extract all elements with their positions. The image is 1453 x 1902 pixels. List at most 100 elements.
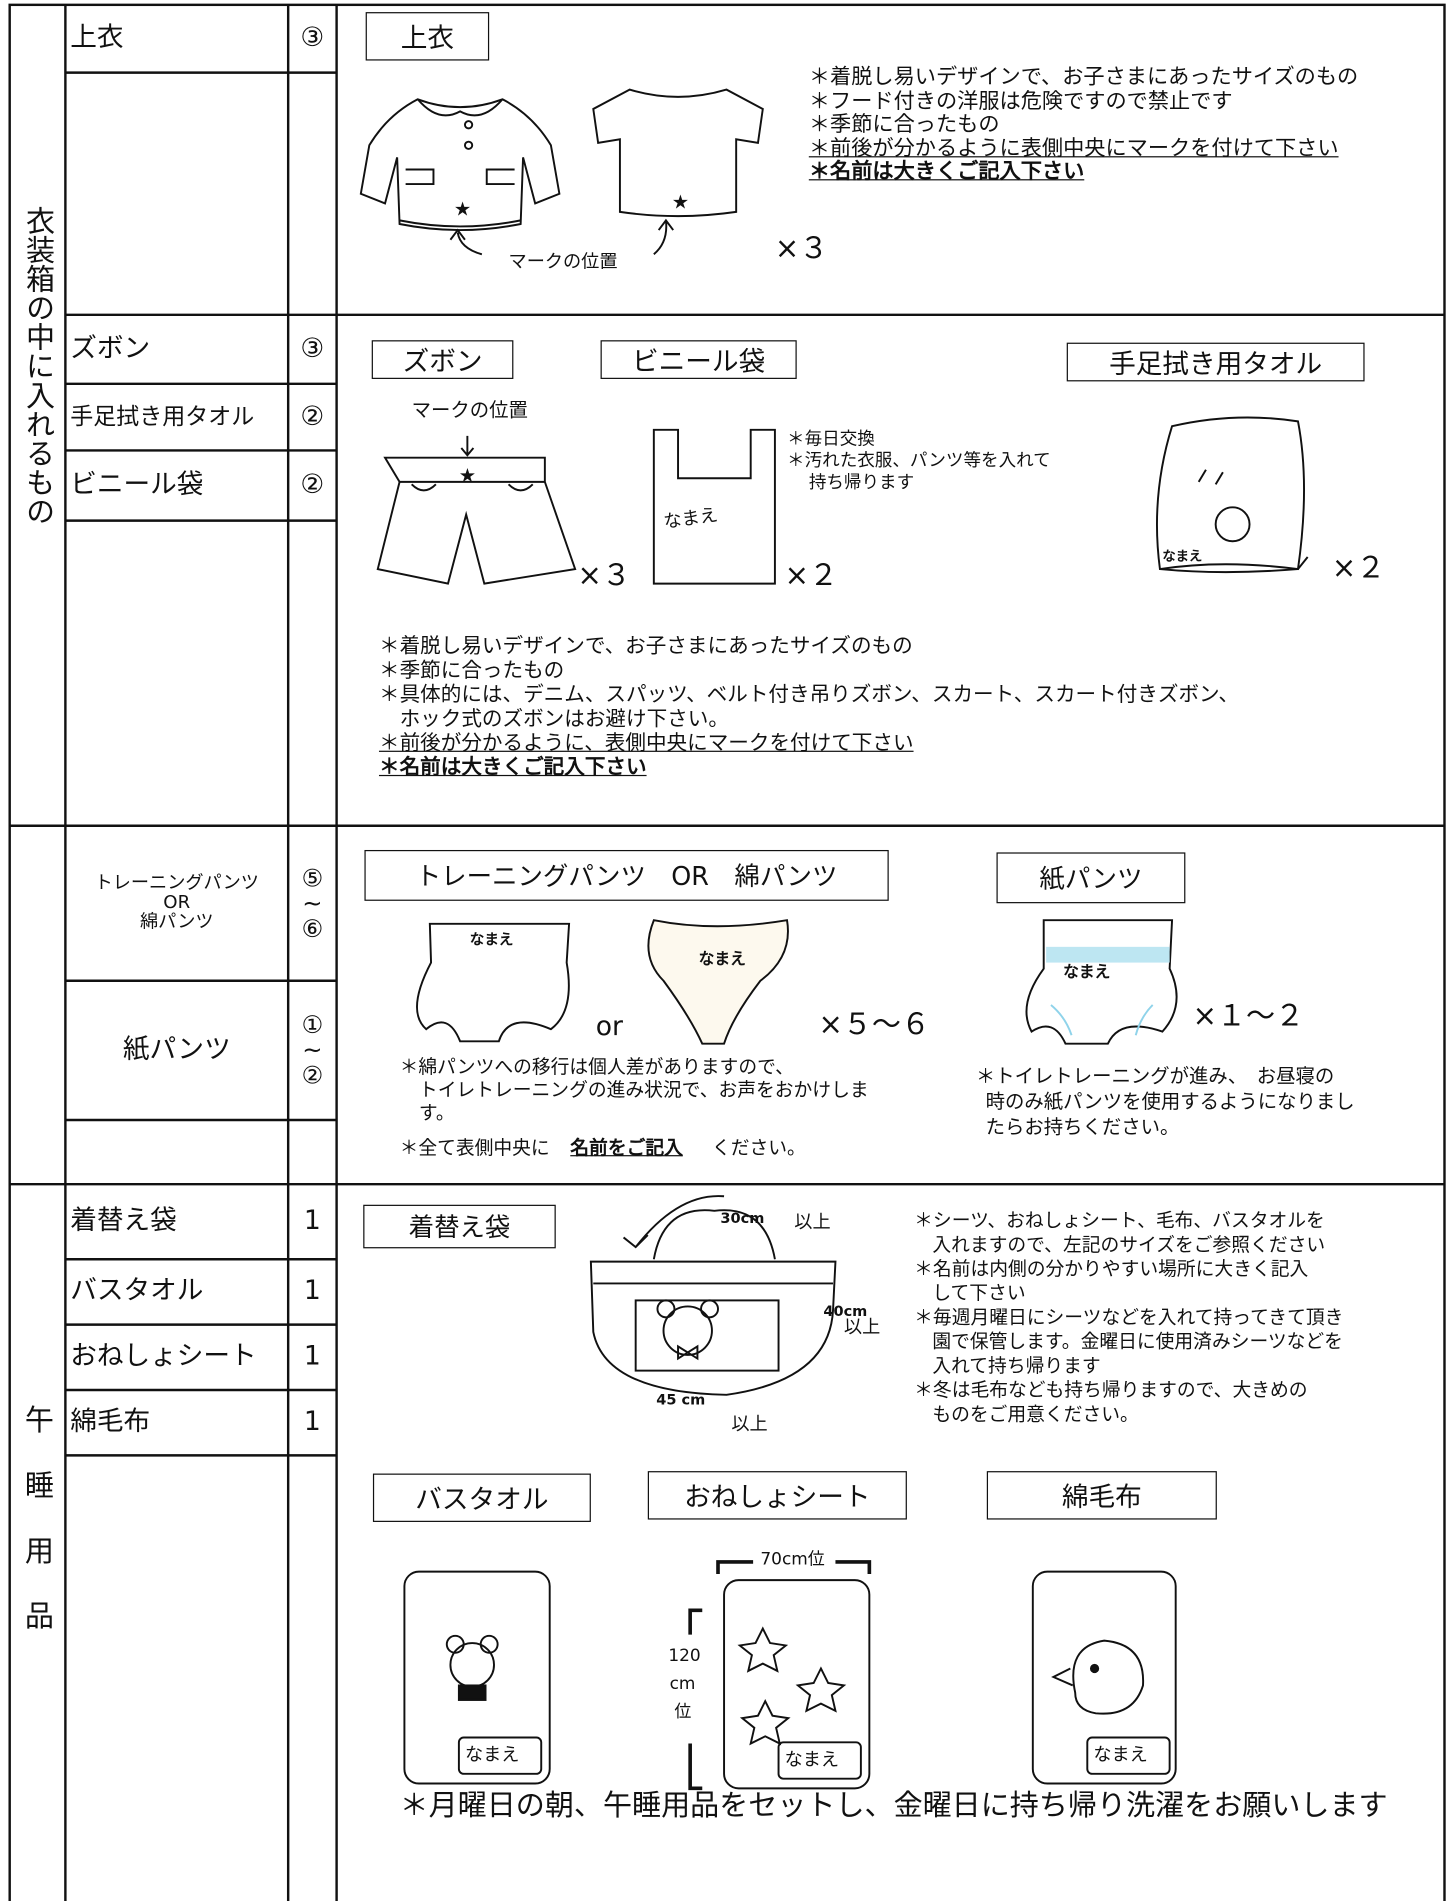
illustration [737, 1626, 789, 1673]
illustration [652, 1209, 776, 1260]
item-name: トレーニングパンツ OR 綿パンツ [65, 826, 288, 981]
item-qty-line: ~ [302, 888, 323, 918]
name-tag: なまえ [1093, 1743, 1148, 1766]
item-name-line: 綿毛布 [70, 1407, 151, 1438]
illustration [405, 168, 435, 186]
illustration [1051, 1667, 1074, 1687]
note-line: 園で保管します。金曜日に使用済みシーツなどを [932, 1330, 1343, 1353]
item-name-line: ズボン [70, 334, 151, 365]
note-line: ＊季節に合ったもの [378, 658, 565, 683]
note-line: ものをご用意ください。 [932, 1403, 1139, 1426]
note-line: 入れますので、左記のサイズをご参照ください [932, 1233, 1326, 1256]
note-line: ＊全て表側中央に [399, 1136, 550, 1159]
illustration [1086, 1736, 1171, 1775]
count: ×３ [774, 231, 829, 266]
dimension: 以上 [843, 1316, 881, 1338]
note-line: 時のみ紙パンツを使用するようになりまし [985, 1089, 1355, 1113]
item-name-line: おねしょシート [70, 1342, 257, 1373]
illustration [449, 1642, 495, 1688]
illustration [1031, 1570, 1177, 1785]
illustration [739, 1699, 791, 1746]
illustration: ★ [454, 198, 471, 221]
item-qty-line: ③ [300, 334, 325, 365]
illustration [656, 1299, 676, 1319]
table-border [8, 3, 1446, 1901]
section-label: 衣装箱の中に入れるもの [20, 205, 55, 526]
illustration [1197, 469, 1207, 483]
note-line: ＊トイレトレーニングが進み、 お昼寝の [975, 1064, 1335, 1088]
note-line: ＊綿パンツへの移行は個人差がありますので、 [399, 1055, 794, 1078]
heading-box: バスタオル [372, 1473, 591, 1522]
illustration [416, 98, 504, 117]
illustration [359, 98, 561, 232]
heading-box: トレーニングパンツ OR 綿パンツ [364, 849, 889, 901]
item-name-line: ビニール袋 [70, 470, 204, 501]
item-qty: ③ [288, 5, 336, 73]
heading-box: 紙パンツ [996, 852, 1186, 904]
note-line: ＊具体的には、デニム、スパッツ、ベルト付き吊りズボン、スカート、スカート付きズボ… [378, 682, 1239, 708]
heading-box: ビニール袋 [600, 340, 797, 379]
illustration [460, 435, 475, 457]
item-name: 上衣 [70, 5, 288, 73]
item-qty-line: ~ [302, 1035, 323, 1065]
item-qty-line: ③ [300, 23, 325, 54]
illustration [1089, 1663, 1100, 1674]
note-line: ＊シーツ、おねしょシート、毛布、バスタオルを [914, 1209, 1325, 1232]
note-line: たらお持ちください。 [985, 1115, 1180, 1139]
note-line: ＊フード付きの洋服は危険ですので禁止です [808, 88, 1233, 114]
illustration [463, 140, 474, 150]
dimension: 30cm [720, 1209, 765, 1227]
dimension: 以上 [794, 1210, 831, 1233]
item-name: ズボン [70, 315, 288, 384]
note-line: ＊季節に合ったもの [808, 112, 1000, 137]
item-qty-line: ② [301, 1060, 324, 1090]
illustration: ★ [459, 464, 476, 487]
item-name: バスタオル [70, 1259, 288, 1324]
illustration [777, 1741, 862, 1780]
illustration [449, 228, 483, 256]
illustration [723, 1579, 871, 1790]
count: ×１～２ [1192, 998, 1305, 1033]
item-qty-line: ① [301, 1009, 324, 1039]
footer-note: ＊月曜日の朝、午睡用品をセットし、金曜日に持ち帰り洗濯をお願いします [399, 1788, 1388, 1823]
item-qty-line: 1 [303, 1342, 321, 1373]
count: ×３ [577, 558, 631, 593]
illustration [479, 1634, 499, 1654]
section-label: 午睡用品 [19, 1404, 54, 1667]
note-line: ＊前後が分かるように、表側中央にマークを付けて下さい [378, 731, 914, 756]
item-name-line: 着替え袋 [70, 1206, 177, 1237]
illustration [653, 218, 674, 256]
note-line: 入れて持ち帰ります [932, 1354, 1101, 1377]
name-tag: なまえ [1063, 963, 1111, 982]
illustration [457, 1736, 543, 1775]
illustration [716, 1560, 872, 1575]
illustration [688, 1608, 703, 1791]
illustration [485, 168, 515, 186]
item-name-line: バスタオル [70, 1276, 204, 1308]
item-name-line: 紙パンツ [122, 1035, 231, 1066]
item-qty: ③ [288, 315, 336, 384]
illustration [1050, 1004, 1154, 1036]
heading-box: 上衣 [365, 12, 490, 61]
dimension: cm [669, 1674, 696, 1694]
item-qty-line: ② [300, 401, 325, 433]
illustration [1072, 1639, 1144, 1715]
name-tag: なまえ [1162, 548, 1203, 565]
or-label: or [595, 1012, 623, 1043]
heading-box: ズボン [371, 340, 514, 379]
item-name: 着替え袋 [70, 1184, 288, 1259]
illustration [1159, 556, 1309, 571]
illustration [589, 1260, 837, 1396]
dimension: 70cm位 [760, 1549, 825, 1570]
item-qty: 1 [288, 1259, 336, 1324]
illustration [1214, 506, 1251, 543]
illustration [647, 919, 789, 1045]
item-name-line: OR [163, 891, 191, 914]
count: ×５～６ [818, 1007, 931, 1042]
item-qty: 1 [288, 1390, 336, 1455]
illustration [1025, 919, 1178, 1045]
note-line: ＊名前は大きくご記入下さい [378, 755, 647, 780]
illustration [457, 1684, 487, 1701]
